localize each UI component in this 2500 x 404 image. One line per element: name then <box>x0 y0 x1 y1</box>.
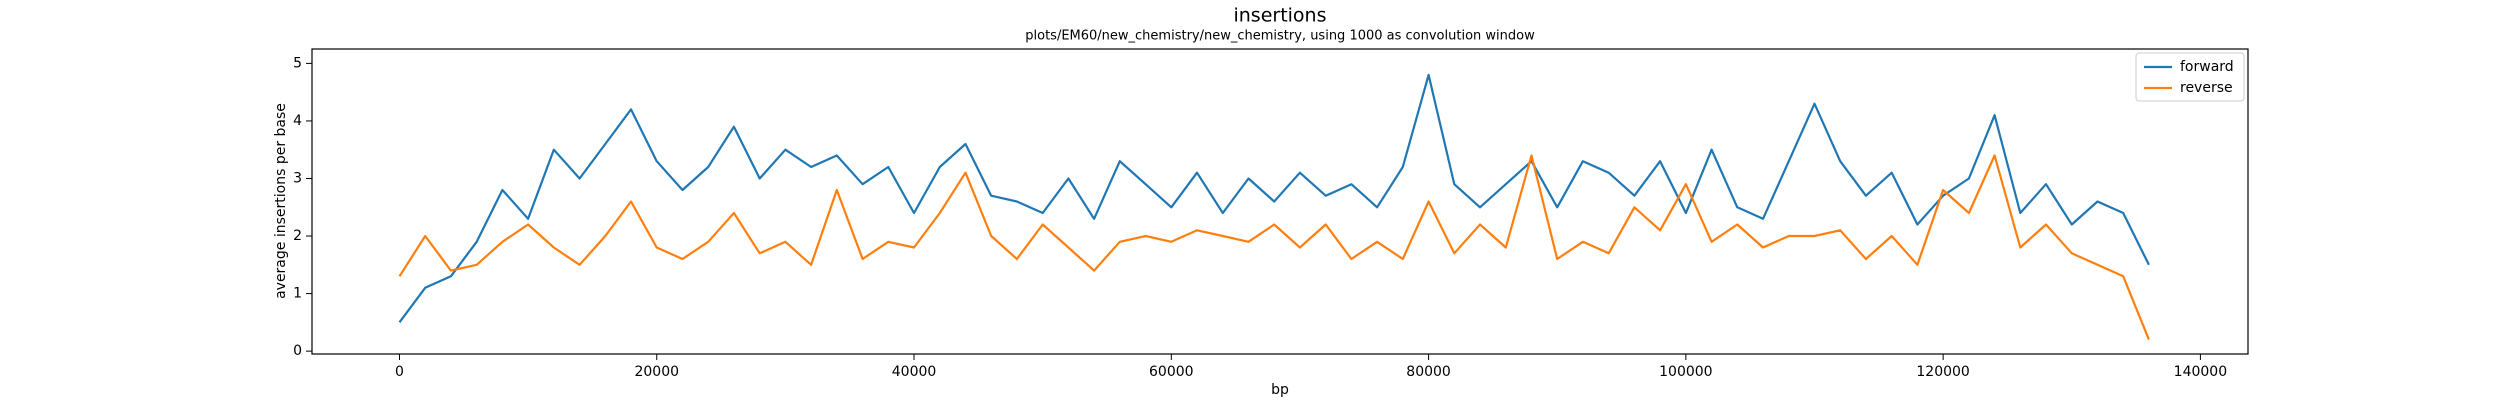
y-tick-label: 5 <box>293 55 302 71</box>
chart-subtitle: plots/EM60/new_chemistry/new_chemistry, … <box>1025 29 1535 44</box>
series-line <box>398 154 2150 341</box>
y-axis-label: average insertions per base <box>273 103 289 299</box>
x-tick-label: 80000 <box>1406 364 1451 380</box>
y-tick-label: 0 <box>293 343 302 359</box>
chart-title: insertions <box>1233 5 1326 27</box>
x-axis-label: bp <box>1271 382 1289 398</box>
y-tick-label: 4 <box>293 113 302 129</box>
x-tick-label: 120000 <box>1916 364 1969 380</box>
y-tick-label: 1 <box>293 286 302 302</box>
x-tick-label: 0 <box>395 364 404 380</box>
x-tick-label: 60000 <box>1149 364 1194 380</box>
series-line <box>398 73 2150 323</box>
plot-frame <box>311 48 2249 355</box>
y-tick-label: 3 <box>293 170 302 186</box>
x-tick-label: 20000 <box>634 364 679 380</box>
legend-label: forward <box>2180 59 2234 75</box>
x-tick-label: 140000 <box>2174 364 2227 380</box>
legend-label: reverse <box>2180 80 2233 96</box>
x-tick-label: 100000 <box>1659 364 1712 380</box>
x-tick-label: 40000 <box>892 364 937 380</box>
y-tick-label: 2 <box>293 228 302 244</box>
